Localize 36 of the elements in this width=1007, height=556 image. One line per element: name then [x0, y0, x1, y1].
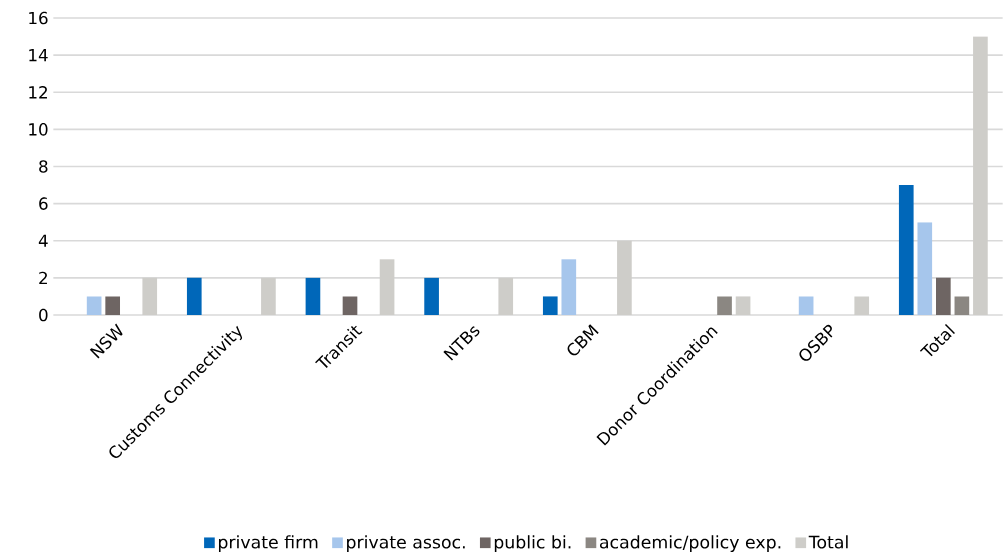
legend-label: private firm [218, 535, 318, 552]
bar [717, 296, 732, 315]
y-tick-label: 12 [29, 86, 47, 99]
bar [105, 296, 121, 315]
bar [498, 277, 514, 315]
bar [854, 296, 870, 315]
y-tick-label: 16 [29, 11, 48, 25]
bar [86, 296, 102, 315]
bar [798, 296, 814, 315]
bar [735, 296, 751, 315]
bar [142, 277, 158, 315]
y-tick-label: 8 [39, 160, 48, 173]
y-tick-label: 10 [29, 123, 48, 136]
bar [954, 296, 970, 315]
bar [973, 36, 988, 315]
y-tick-label: 4 [38, 234, 48, 247]
bar [936, 277, 951, 315]
legend-label: public bi. [494, 535, 571, 552]
bar [561, 259, 577, 315]
bar [186, 277, 202, 315]
bar [542, 296, 558, 315]
legend-label: academic/policy exp. [599, 535, 781, 552]
bar [379, 259, 395, 315]
bar [261, 277, 276, 315]
bar [424, 277, 439, 315]
y-tick-label: 0 [39, 308, 48, 322]
legend-label: private assoc. [347, 535, 465, 552]
y-tick-label: 14 [29, 49, 48, 62]
bar [342, 296, 358, 315]
bar [617, 240, 632, 315]
bar [917, 222, 933, 315]
legend-label: Total [808, 535, 848, 549]
y-tick-label: 6 [39, 197, 48, 210]
bar [305, 277, 321, 315]
bar [898, 185, 914, 315]
y-tick-label: 2 [39, 271, 47, 285]
